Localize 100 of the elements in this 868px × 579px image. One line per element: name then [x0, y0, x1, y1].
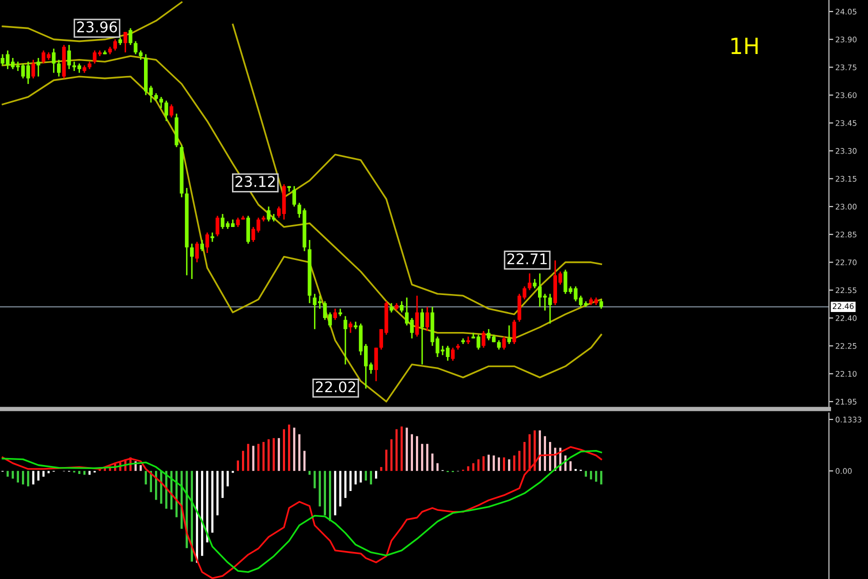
- bar: [416, 436, 418, 471]
- bar: [502, 457, 506, 471]
- bar: [523, 442, 526, 471]
- bar: [216, 470, 219, 516]
- bar: [314, 470, 316, 488]
- bar: [324, 470, 326, 516]
- bar: [32, 470, 34, 484]
- candlestick: [134, 40, 138, 55]
- bar: [344, 470, 346, 498]
- bar: [339, 470, 342, 506]
- bar: [298, 434, 300, 471]
- bar: [37, 470, 40, 481]
- bar: [272, 438, 275, 471]
- bar: [364, 470, 367, 481]
- candlestick: [190, 243, 194, 280]
- candlestick: [348, 321, 352, 334]
- candlestick: [205, 232, 210, 254]
- bar: [600, 470, 602, 484]
- bar: [431, 454, 434, 471]
- bar: [410, 434, 413, 471]
- bar: [534, 430, 536, 471]
- candlestick: [216, 215, 220, 237]
- candlestick: [420, 308, 424, 366]
- bar: [482, 456, 485, 471]
- bar: [488, 454, 490, 471]
- candlestick: [451, 347, 455, 362]
- bar: [140, 465, 142, 471]
- bar: [508, 459, 510, 471]
- bar: [492, 455, 495, 471]
- candlestick: [415, 295, 419, 338]
- bar: [518, 450, 520, 471]
- line-series: [2, 1, 182, 42]
- bar: [354, 470, 357, 484]
- candlestick: [497, 340, 501, 350]
- bar: [268, 439, 270, 471]
- bar: [293, 428, 296, 471]
- bar: [390, 439, 393, 471]
- candlestick: [52, 48, 56, 74]
- bar: [421, 444, 424, 471]
- annotation: 1H: [731, 38, 758, 54]
- candlestick: [400, 300, 404, 314]
- bar: [282, 429, 286, 471]
- candlestick: [292, 185, 296, 208]
- candlestick: [128, 28, 132, 46]
- candlestick: [374, 347, 378, 382]
- bar: [569, 461, 572, 471]
- candlestick: [236, 216, 240, 228]
- bar: [477, 459, 480, 471]
- line-series: [232, 24, 602, 316]
- bar: [83, 470, 86, 475]
- candlestick: [31, 59, 36, 80]
- bar: [262, 442, 265, 471]
- candlestick: [170, 104, 174, 118]
- candlestick: [124, 31, 128, 54]
- annotation: 23.12: [236, 176, 275, 188]
- bar: [426, 444, 428, 471]
- bar: [472, 463, 474, 471]
- bar: [498, 457, 500, 471]
- bar: [395, 429, 398, 471]
- candlestick: [36, 57, 40, 78]
- bar: [385, 450, 388, 471]
- bar: [513, 455, 516, 471]
- bar: [349, 470, 352, 491]
- bar: [27, 470, 30, 486]
- candlestick: [195, 241, 199, 263]
- bar: [360, 470, 362, 482]
- bar: [303, 450, 306, 471]
- bar: [144, 470, 147, 484]
- bar: [318, 470, 321, 506]
- bar: [595, 470, 598, 482]
- candlestick: [512, 319, 516, 345]
- bar: [544, 436, 546, 471]
- candlestick: [57, 59, 61, 78]
- bar: [406, 428, 408, 471]
- bar: [370, 470, 372, 484]
- line-series: [2, 76, 602, 402]
- bar: [278, 438, 280, 471]
- bar: [257, 444, 260, 471]
- annotation: 22.02: [316, 381, 356, 392]
- bar: [206, 470, 208, 542]
- bar: [400, 426, 403, 471]
- candlestick: [390, 302, 394, 314]
- bar: [236, 460, 240, 471]
- bar: [222, 470, 224, 498]
- candlestick: [425, 306, 430, 332]
- bar: [16, 470, 19, 482]
- candlestick: [164, 100, 168, 122]
- bar: [288, 424, 290, 471]
- candlestick: [333, 308, 337, 321]
- bar: [334, 470, 336, 516]
- candlestick: [113, 38, 117, 52]
- candlestick: [532, 278, 537, 289]
- candlestick: [200, 239, 204, 252]
- candlestick: [482, 330, 486, 348]
- candlestick: [528, 272, 532, 291]
- bar: [467, 466, 470, 471]
- bar: [252, 446, 254, 471]
- annotation: 23.96: [77, 21, 117, 32]
- bar: [590, 470, 592, 480]
- bar: [375, 470, 378, 479]
